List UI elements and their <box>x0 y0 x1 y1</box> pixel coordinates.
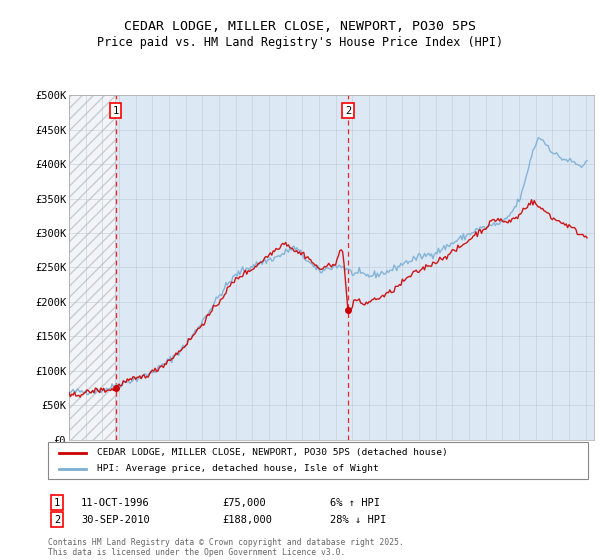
Text: 1: 1 <box>54 498 60 508</box>
Text: 6% ↑ HPI: 6% ↑ HPI <box>330 498 380 508</box>
Text: 1: 1 <box>112 106 119 116</box>
Text: HPI: Average price, detached house, Isle of Wight: HPI: Average price, detached house, Isle… <box>97 464 379 473</box>
Text: Contains HM Land Registry data © Crown copyright and database right 2025.
This d: Contains HM Land Registry data © Crown c… <box>48 538 404 557</box>
Bar <box>69 95 115 440</box>
Text: CEDAR LODGE, MILLER CLOSE, NEWPORT, PO30 5PS: CEDAR LODGE, MILLER CLOSE, NEWPORT, PO30… <box>124 20 476 32</box>
Text: 11-OCT-1996: 11-OCT-1996 <box>81 498 150 508</box>
Text: 28% ↓ HPI: 28% ↓ HPI <box>330 515 386 525</box>
Text: 30-SEP-2010: 30-SEP-2010 <box>81 515 150 525</box>
Text: 2: 2 <box>345 106 351 116</box>
Text: CEDAR LODGE, MILLER CLOSE, NEWPORT, PO30 5PS (detached house): CEDAR LODGE, MILLER CLOSE, NEWPORT, PO30… <box>97 448 448 457</box>
Text: £75,000: £75,000 <box>222 498 266 508</box>
Text: 2: 2 <box>54 515 60 525</box>
Text: £188,000: £188,000 <box>222 515 272 525</box>
Text: Price paid vs. HM Land Registry's House Price Index (HPI): Price paid vs. HM Land Registry's House … <box>97 36 503 49</box>
